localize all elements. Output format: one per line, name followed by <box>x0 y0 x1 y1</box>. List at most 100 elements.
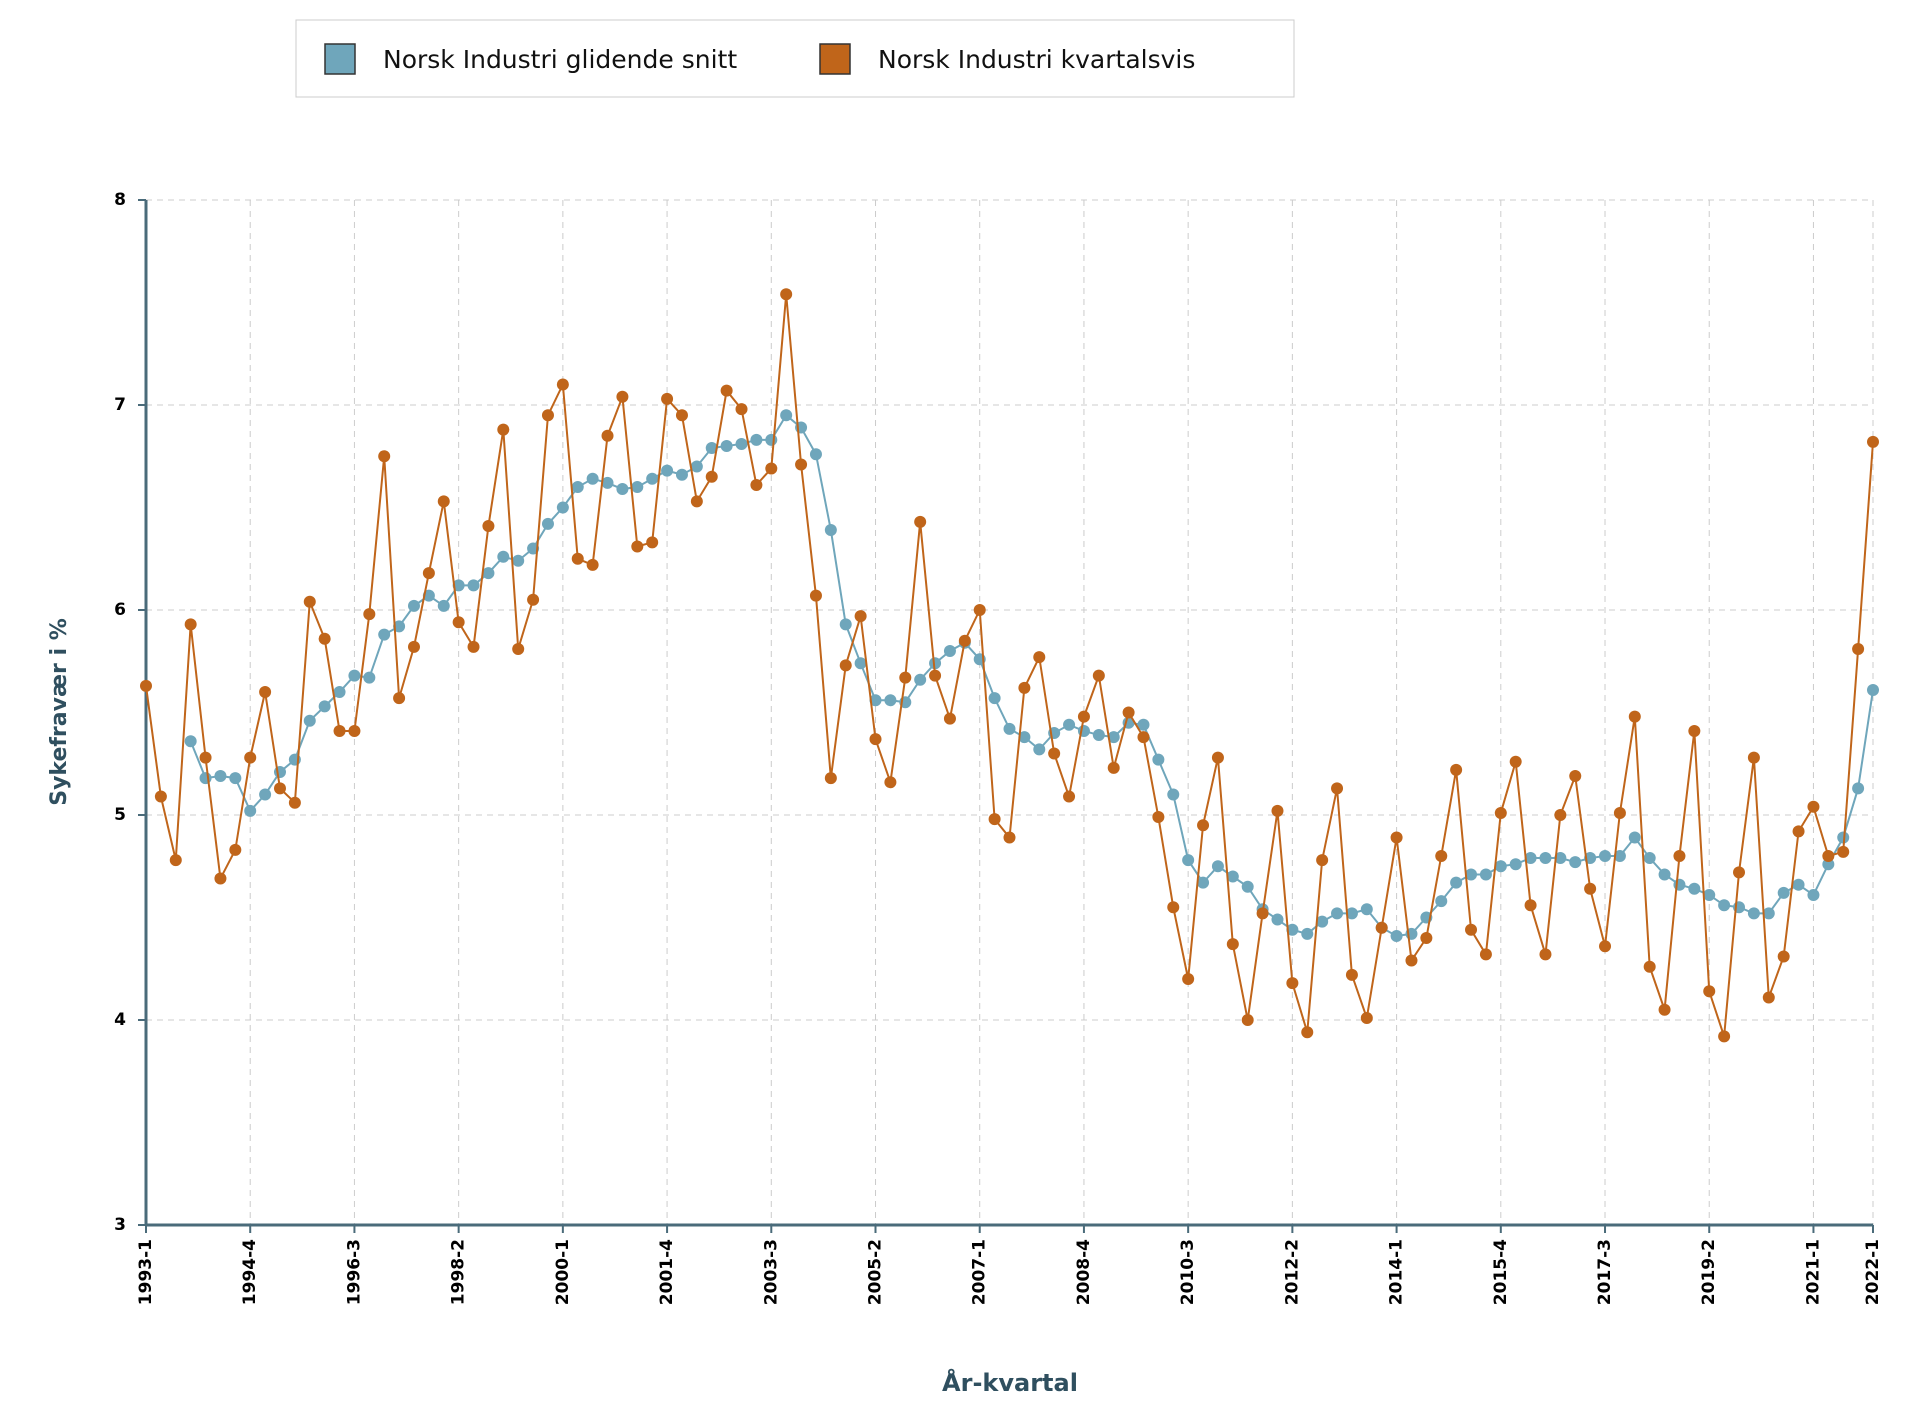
point <box>1450 876 1463 889</box>
point <box>1837 845 1850 858</box>
point <box>184 618 197 631</box>
point <box>393 692 406 705</box>
x-tick-label: 2012-2 <box>1282 1239 1302 1305</box>
point <box>1390 929 1403 942</box>
point <box>1837 831 1850 844</box>
point <box>869 694 882 707</box>
point <box>601 476 614 489</box>
x-tick-label: 2015-4 <box>1491 1239 1511 1305</box>
point <box>1301 1026 1314 1039</box>
series-line <box>145 294 1874 1037</box>
point <box>1018 731 1031 744</box>
point <box>259 686 272 698</box>
point <box>1033 743 1046 756</box>
point <box>1182 973 1195 985</box>
point <box>646 536 659 549</box>
point <box>675 409 688 422</box>
point <box>273 765 286 778</box>
point <box>1331 907 1344 920</box>
point <box>348 669 361 682</box>
point <box>601 429 614 442</box>
point <box>1554 852 1567 865</box>
point <box>1316 854 1329 867</box>
x-tick-label: 1998-2 <box>449 1239 469 1305</box>
point <box>1048 747 1061 760</box>
point <box>780 288 793 301</box>
point <box>1137 718 1150 731</box>
point <box>988 692 1001 705</box>
point <box>1226 870 1239 883</box>
point <box>869 733 882 746</box>
point <box>973 604 986 616</box>
point <box>527 593 540 606</box>
point <box>1777 886 1790 899</box>
point <box>750 478 763 491</box>
y-axis-title: Sykefravær i % <box>47 618 72 806</box>
point <box>1465 868 1478 881</box>
point <box>199 772 212 785</box>
point <box>393 620 406 633</box>
point <box>1852 782 1865 795</box>
x-axis-title: År-kvartal <box>942 1368 1078 1397</box>
point <box>571 552 584 565</box>
legend-swatch <box>324 43 356 75</box>
point <box>914 515 927 528</box>
point <box>675 468 688 481</box>
point <box>1807 800 1820 813</box>
x-tick-label: 2003-3 <box>761 1239 781 1305</box>
point <box>1718 899 1731 912</box>
point <box>795 458 808 471</box>
point <box>1673 850 1686 862</box>
x-tick-label: 2007-1 <box>970 1239 990 1305</box>
point <box>1747 751 1760 764</box>
point <box>363 671 376 684</box>
point <box>1613 850 1626 862</box>
point <box>899 671 912 684</box>
point <box>690 460 703 473</box>
point <box>809 589 822 602</box>
point <box>765 462 778 475</box>
point <box>288 796 301 809</box>
y-tick-label: 3 <box>114 1215 126 1235</box>
point <box>140 679 152 692</box>
legend-label: Norsk Industri kvartalsvis <box>878 45 1195 74</box>
point <box>661 392 674 405</box>
point <box>482 567 495 580</box>
point <box>1762 991 1775 1004</box>
point <box>1137 731 1150 744</box>
x-tick-label: 2000-1 <box>553 1239 573 1305</box>
point <box>1092 669 1105 682</box>
point <box>720 384 733 397</box>
point <box>1539 852 1552 865</box>
point <box>1688 724 1701 737</box>
point <box>497 550 510 563</box>
point <box>958 634 971 647</box>
point <box>1420 932 1433 944</box>
point <box>1033 651 1046 664</box>
point <box>1509 755 1522 768</box>
point <box>750 433 763 446</box>
point <box>1286 977 1299 990</box>
point <box>1479 948 1492 961</box>
point <box>1569 856 1582 869</box>
legend-swatch <box>819 43 851 75</box>
point <box>1643 852 1656 865</box>
point <box>1554 809 1567 821</box>
point <box>1345 968 1358 981</box>
point <box>1092 729 1105 742</box>
point <box>631 540 644 553</box>
y-tick-label: 6 <box>114 600 126 620</box>
point <box>512 642 525 655</box>
point <box>333 686 346 698</box>
point <box>1197 819 1210 832</box>
point <box>1107 761 1120 774</box>
point <box>1360 903 1373 916</box>
point <box>1316 915 1329 928</box>
point <box>1345 907 1358 920</box>
point <box>884 694 897 707</box>
x-tick-label: 1996-3 <box>344 1239 364 1305</box>
point <box>333 724 346 737</box>
point <box>407 599 420 612</box>
x-tick-label: 2008-4 <box>1074 1239 1094 1305</box>
y-tick-label: 4 <box>114 1010 126 1030</box>
